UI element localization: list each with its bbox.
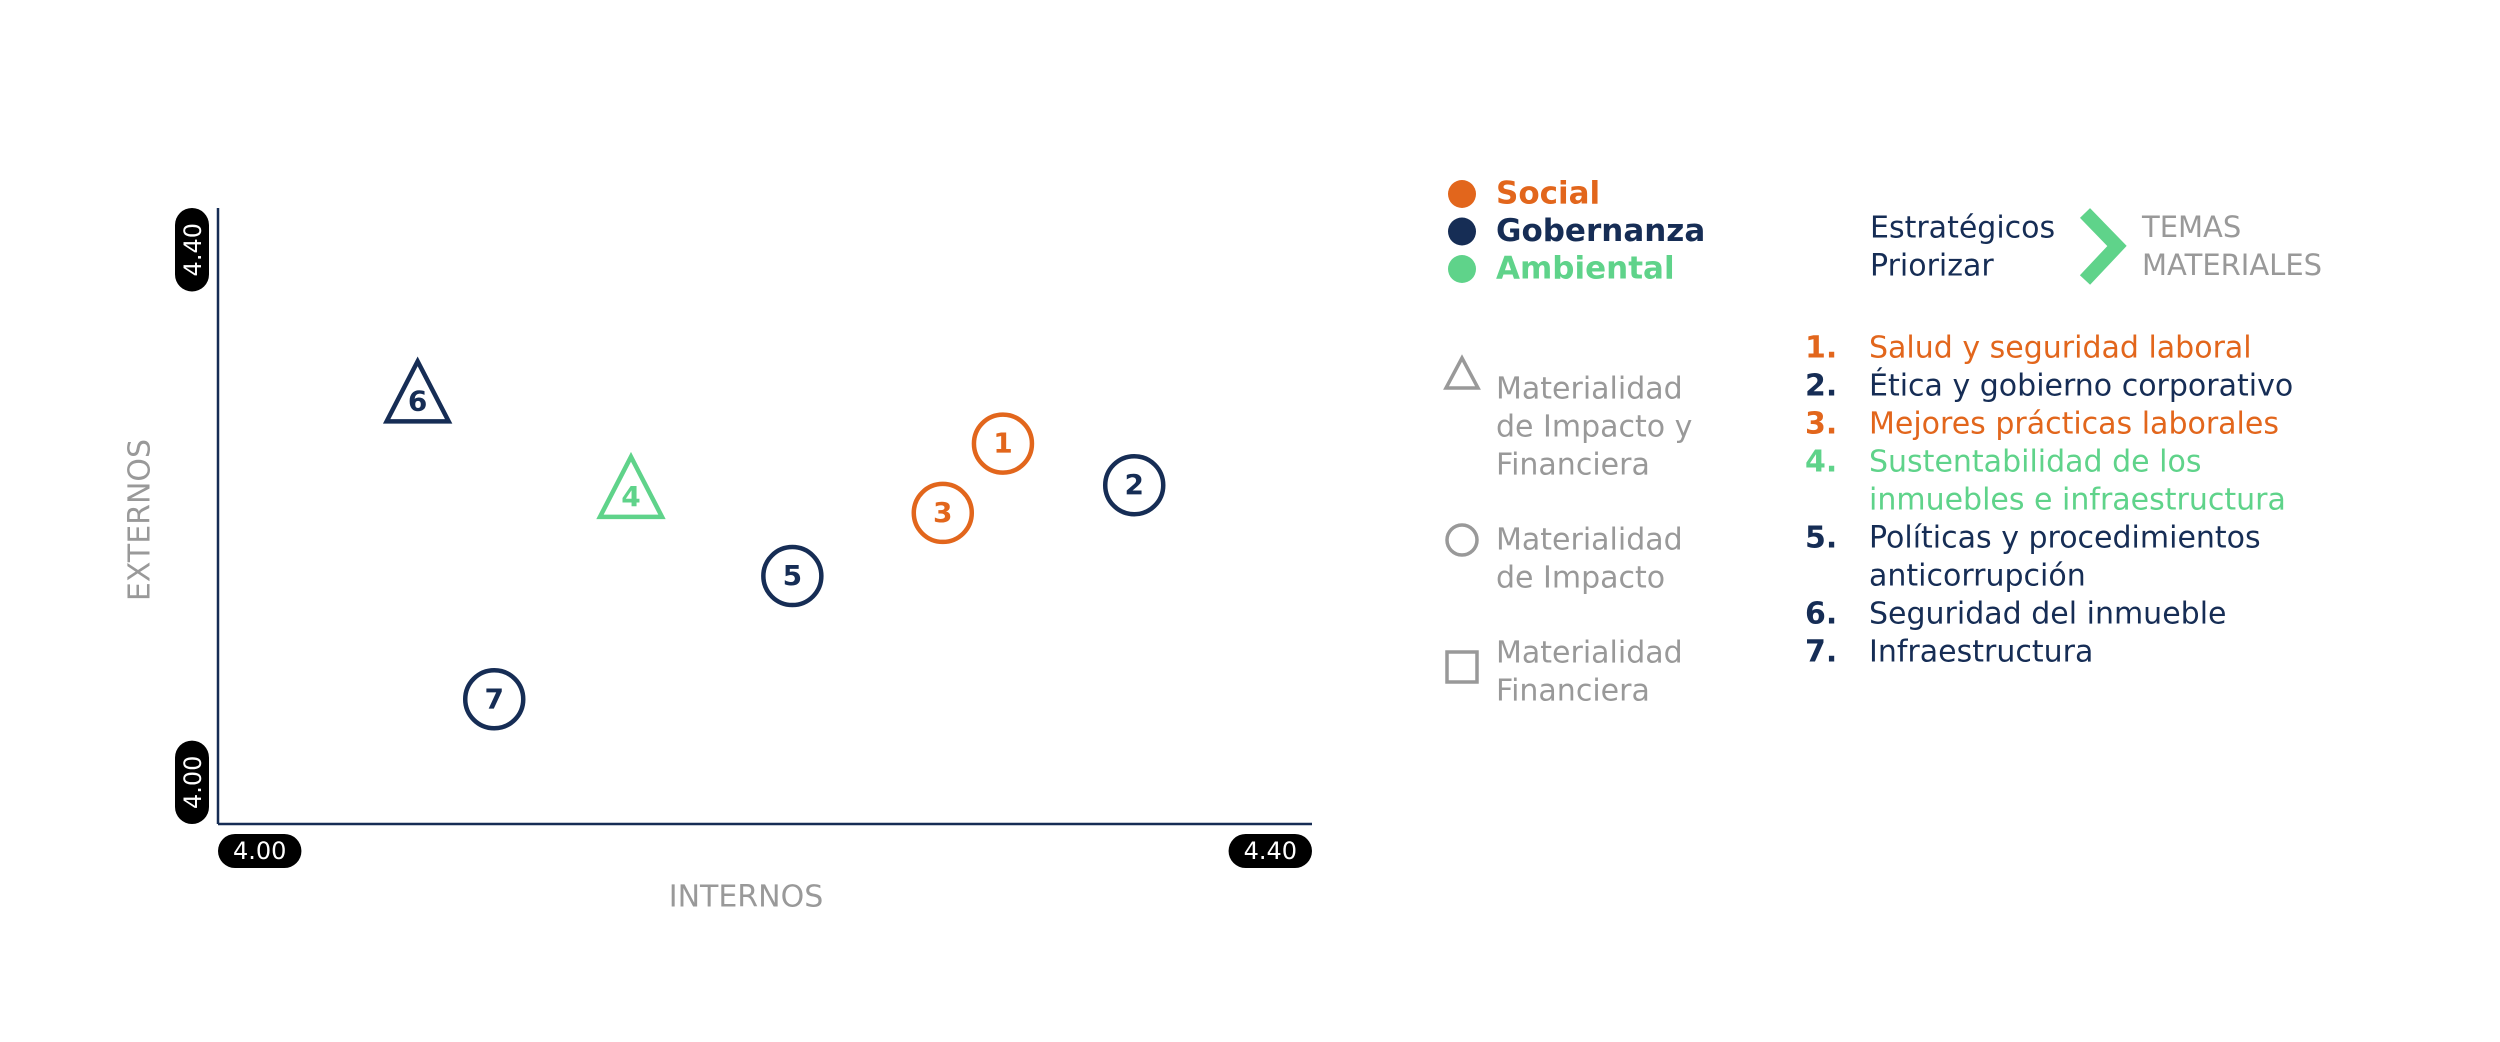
topic-number: 5. [1805, 521, 1837, 556]
legend-shape [1445, 523, 1479, 557]
marker-label: 3 [933, 496, 952, 529]
tick-pill [175, 740, 209, 824]
marker-label: 2 [1124, 468, 1143, 501]
marker [1102, 453, 1166, 517]
shape-legend-label: de Impacto [1496, 561, 1665, 596]
marker [911, 481, 975, 545]
legend-shape [1445, 650, 1479, 684]
legend-label: Gobernanza [1496, 213, 1705, 249]
tick-pill [218, 834, 302, 868]
legend-shape [1443, 354, 1481, 390]
topic-label: Mejores prácticas laborales [1869, 407, 2279, 442]
y-tick: 4.40 [175, 208, 209, 292]
topic-number: 3. [1805, 407, 1837, 442]
marker-label: 7 [484, 682, 503, 715]
shape-legend-label: de Impacto y [1496, 410, 1692, 445]
topic-number: 6. [1805, 597, 1837, 632]
tick-pill [1228, 834, 1312, 868]
marker-label: 6 [408, 384, 427, 417]
y-axis-title: EXTERNOS [123, 439, 158, 601]
topic-label: Ética y gobierno corporativo [1869, 368, 2293, 404]
topic-number: 2. [1805, 369, 1837, 404]
chevron [2079, 208, 2127, 285]
shape-legend-label: Materialidad [1496, 523, 1683, 558]
priority-target: TEMAS [2141, 210, 2241, 244]
legend-dot [1448, 217, 1476, 246]
topic-label: Salud y seguridad laboral [1869, 331, 2252, 366]
x-tick: 4.00 [218, 834, 302, 868]
marker [596, 451, 666, 520]
shape-legend-label: Financiera [1496, 448, 1650, 483]
y-tick-label: 4.00 [179, 756, 207, 809]
legend-dot [1448, 180, 1476, 208]
priority-label: Estratégicos [1870, 211, 2055, 246]
legend-label: Ambiental [1496, 251, 1675, 287]
topic-number: 7. [1805, 635, 1837, 670]
marker [761, 544, 824, 608]
topic-label: Seguridad del inmueble [1869, 597, 2226, 632]
topic-label: inmuebles e infraestructura [1869, 483, 2286, 518]
topic-label: Políticas y procedimientos [1869, 521, 2261, 556]
marker [382, 356, 453, 424]
x-tick: 4.40 [1228, 834, 1312, 868]
topic-number: 1. [1805, 331, 1837, 366]
priority-label: Priorizar [1870, 249, 1994, 284]
legend-label: Social [1496, 176, 1600, 212]
x-axis-title: INTERNOS [669, 880, 824, 915]
topic-label: anticorrupción [1869, 559, 2086, 594]
y-tick: 4.00 [175, 740, 209, 824]
marker-label: 1 [993, 427, 1012, 460]
y-tick-label: 4.40 [179, 223, 207, 276]
legend-dot [1448, 255, 1476, 283]
marker [971, 412, 1035, 475]
shape-legend-label: Financiera [1496, 674, 1650, 709]
topic-label: Sustentabilidad de los [1869, 445, 2201, 480]
marker-label: 5 [783, 559, 802, 592]
tick-pill [175, 208, 209, 292]
shape-legend-label: Materialidad [1496, 636, 1683, 671]
marker [462, 668, 526, 731]
marker-label: 4 [621, 480, 640, 513]
topic-label: Infraestructura [1869, 635, 2093, 670]
shape-legend-label: Materialidad [1496, 372, 1683, 407]
x-tick-label: 4.40 [1244, 837, 1297, 865]
priority-target: MATERIALES [2142, 248, 2322, 282]
topic-number: 4. [1805, 445, 1837, 480]
x-tick-label: 4.00 [233, 837, 286, 865]
